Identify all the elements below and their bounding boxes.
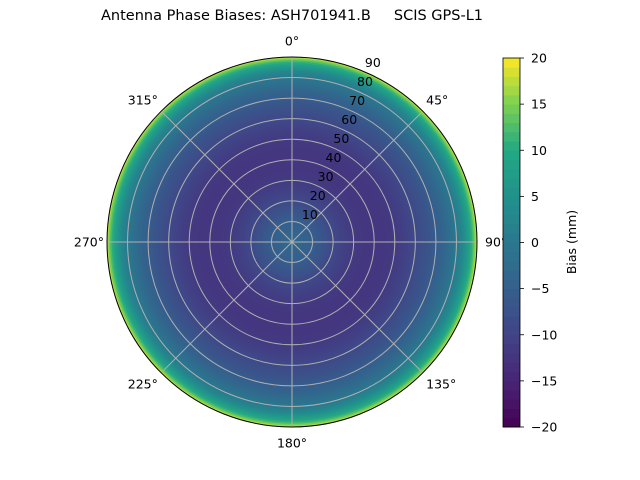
- colorbar-segment: [503, 417, 520, 428]
- colorbar-segment: [503, 205, 520, 216]
- theta-tick-label: 0°: [285, 34, 299, 49]
- r-tick-label: 50: [333, 131, 349, 146]
- colorbar-segment: [503, 325, 520, 336]
- r-tick-label: 90: [365, 55, 381, 70]
- colorbar-segment: [503, 408, 520, 419]
- colorbar-tick-label: 0: [531, 235, 539, 250]
- colorbar-label: Bias (mm): [564, 210, 579, 274]
- theta-tick-label: 135°: [426, 377, 456, 392]
- colorbar-segment: [503, 122, 520, 133]
- colorbar-segment: [503, 113, 520, 124]
- colorbar-tick-label: −15: [531, 373, 557, 388]
- colorbar-tick-label: 15: [531, 97, 547, 112]
- colorbar-segment: [503, 307, 520, 317]
- colorbar-segment: [503, 159, 520, 170]
- r-tick-label: 80: [357, 74, 373, 89]
- r-tick-label: 30: [318, 169, 334, 184]
- r-tick-label: 60: [341, 112, 357, 127]
- colorbar-segment: [503, 150, 520, 160]
- angular-gridline: [291, 110, 424, 243]
- colorbar-segment: [503, 196, 520, 207]
- colorbar-segment: [503, 67, 520, 77]
- r-tick-label: 10: [302, 207, 318, 222]
- colorbar-segment: [503, 58, 520, 68]
- colorbar-segment: [503, 177, 520, 188]
- colorbar-tick-label: −10: [531, 327, 557, 342]
- colorbar-segment: [503, 131, 520, 142]
- r-tick-label: 70: [349, 93, 365, 108]
- r-tick-label: 20: [310, 188, 326, 203]
- theta-tick-label: 45°: [426, 92, 448, 107]
- colorbar-segment: [503, 362, 520, 373]
- polar-frame: [106, 56, 478, 428]
- theta-tick-label: 225°: [128, 377, 158, 392]
- colorbar-segment: [503, 316, 520, 327]
- colorbar-segment: [503, 85, 520, 96]
- colorbar-segment: [503, 260, 520, 271]
- colorbar-segment: [503, 168, 520, 179]
- theta-tick-label: 180°: [277, 436, 307, 451]
- colorbar-segment: [503, 233, 520, 243]
- colorbar-segment: [503, 343, 520, 354]
- colorbar-segment: [503, 141, 520, 151]
- colorbar-segment: [503, 334, 520, 345]
- colorbar-segment: [503, 251, 520, 262]
- colorbar-segment: [503, 104, 520, 114]
- colorbar-segment: [503, 224, 520, 234]
- colorbar-segment: [503, 270, 520, 280]
- colorbar-segment: [503, 371, 520, 382]
- colorbar-segment: [503, 390, 520, 400]
- r-tick-label: 40: [326, 150, 342, 165]
- colorbar-tick-label: 20: [531, 51, 547, 66]
- colorbar-segment: [503, 76, 520, 87]
- colorbar-segment: [503, 297, 520, 308]
- colorbar-segment: [503, 214, 520, 225]
- theta-tick-label: 90°: [485, 235, 507, 250]
- theta-tick-label: 270°: [74, 235, 104, 250]
- colorbar-segment: [503, 380, 520, 391]
- colorbar-segment: [503, 279, 520, 290]
- colorbar-tick-label: 5: [531, 189, 539, 204]
- chart-title: Antenna Phase Biases: ASH701941.B SCIS G…: [101, 8, 483, 24]
- colorbar-segment: [503, 288, 520, 299]
- colorbar-tick-label: −5: [531, 281, 549, 296]
- colorbar-tick-label: 10: [531, 143, 547, 158]
- colorbar-segment: [503, 187, 520, 197]
- theta-tick-label: 315°: [128, 92, 158, 107]
- colorbar-segment: [503, 353, 520, 363]
- angular-gridline: [160, 241, 293, 374]
- colorbar-segment: [503, 242, 520, 253]
- colorbar-segment: [503, 399, 520, 410]
- angular-gridline: [291, 241, 424, 374]
- angular-gridline: [160, 110, 293, 243]
- colorbar-tick-label: −20: [531, 420, 557, 435]
- colorbar-segment: [503, 94, 520, 105]
